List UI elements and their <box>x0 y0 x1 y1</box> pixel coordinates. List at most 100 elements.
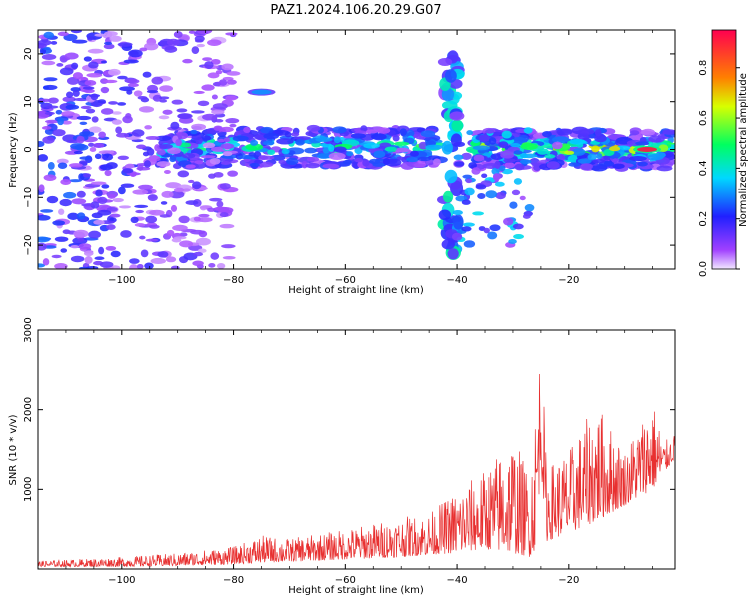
snr-x-tick-label: −60 <box>335 575 356 586</box>
spectrogram-cell <box>511 189 521 196</box>
spectrogram-cell <box>453 141 466 147</box>
spectrogram-cell <box>451 119 464 132</box>
spectrogram-cell <box>333 136 341 144</box>
spectrogram-cell <box>267 149 276 156</box>
spectrogram-cell <box>59 67 74 76</box>
spectrogram-cell <box>119 86 135 92</box>
spectrogram-cell <box>170 121 180 130</box>
spectrogram-cell <box>591 145 600 153</box>
spectrogram-cell <box>70 143 86 150</box>
spectrogram-cell <box>62 96 76 103</box>
spectrogram-cell <box>173 31 183 39</box>
spectrogram-cell <box>134 223 146 227</box>
spectrogram-cell <box>488 137 497 145</box>
spectrogram-cell <box>57 31 69 37</box>
spectrogram-cell <box>202 113 218 121</box>
spectrogram-cell <box>188 179 195 184</box>
spectrogram-cell <box>520 153 528 159</box>
spectrogram-cell <box>98 150 115 155</box>
spectrogram-cell <box>225 95 238 101</box>
spectrogram-cell <box>166 229 175 237</box>
spectrogram-cell <box>452 214 464 230</box>
spectrogram-cell <box>503 217 514 226</box>
spectrogram-cell <box>164 45 178 53</box>
spectrogram-cell <box>286 157 299 166</box>
spectrogram-cell <box>219 212 229 218</box>
spectrogram-cell <box>471 167 481 175</box>
spectrogram-x-tick-label: −60 <box>335 275 356 286</box>
spectrogram-cell <box>179 142 192 148</box>
spectrogram-cell <box>461 152 472 160</box>
spectrogram-cell <box>466 130 474 136</box>
spectrogram-cell <box>101 153 114 161</box>
spectrogram-cell <box>304 147 318 154</box>
spectrogram-cell <box>41 126 52 130</box>
spectrogram-cell <box>67 212 80 221</box>
spectrogram-cell <box>149 209 165 216</box>
spectrogram-cell <box>503 158 516 163</box>
spectrogram-cell <box>322 147 330 154</box>
spectrogram-cell <box>596 153 603 160</box>
spectrogram-cell <box>222 255 236 260</box>
spectrogram-cell <box>291 132 300 137</box>
spectrogram-cell <box>97 196 108 205</box>
spectrogram-cell <box>225 118 240 124</box>
spectrogram-cell <box>188 30 196 34</box>
spectrogram-cell <box>70 255 85 263</box>
spectrogram-y-tick-label: −10 <box>23 187 34 208</box>
spectrogram-cell <box>192 181 202 190</box>
spectrogram-cell <box>125 113 132 119</box>
colorbar-tick-label: 0.2 <box>698 211 709 227</box>
spectrogram-cell <box>382 158 390 165</box>
spectrogram-cell <box>200 155 216 159</box>
spectrogram-cell <box>137 164 144 171</box>
spectrogram-cell <box>73 229 89 238</box>
spectrogram-cell <box>138 184 153 190</box>
spectrogram-cell <box>454 161 465 167</box>
spectrogram-cell <box>144 262 154 269</box>
spectrogram-cell <box>77 237 85 242</box>
spectrogram-cell <box>432 158 441 166</box>
spectrogram-cell <box>219 126 234 133</box>
spectrogram-cell <box>485 129 495 134</box>
spectrogram-cell <box>249 162 260 168</box>
spectrogram-cell <box>115 126 123 134</box>
spectrogram-cell <box>80 105 92 110</box>
spectrogram-cell <box>60 178 72 186</box>
spectrogram-cell <box>137 96 148 100</box>
spectrogram-cell <box>281 148 290 155</box>
spectrogram-cell <box>105 162 118 169</box>
spectrogram-cell <box>144 42 159 51</box>
spectrogram-cell <box>131 139 144 143</box>
spectrogram-cell <box>662 129 675 135</box>
spectrogram-cell <box>117 75 128 80</box>
spectrogram-cell <box>38 39 52 46</box>
spectrogram-cell <box>159 143 173 149</box>
spectrogram-cell <box>551 136 570 144</box>
spectrogram-cell <box>155 135 172 141</box>
spectrogram-cell <box>509 201 518 209</box>
spectrogram-cell <box>54 236 69 242</box>
spectrogram-cell <box>165 182 182 189</box>
spectrogram-cell <box>472 145 491 151</box>
spectrogram-cell <box>68 179 82 183</box>
spectrogram-cell <box>41 53 57 60</box>
spectrogram-cell <box>164 169 171 175</box>
spectrogram-cell <box>122 168 134 174</box>
spectrogram-cell <box>577 128 595 135</box>
spectrogram-cell <box>462 222 475 227</box>
spectrogram-cell <box>166 38 180 46</box>
spectrogram-cell <box>42 136 55 144</box>
spectrogram-cell <box>90 93 99 101</box>
spectrogram-cell <box>193 216 201 222</box>
spectrogram-cell <box>362 159 370 167</box>
spectrogram-cell <box>523 127 533 134</box>
spectrogram-cell <box>437 57 453 67</box>
spectrogram-cell <box>194 39 204 43</box>
spectrogram-y-tick-label: 0 <box>23 146 34 152</box>
spectrogram-cell <box>152 94 162 102</box>
spectrogram-cell <box>140 249 149 258</box>
spectrogram-cell <box>172 224 188 231</box>
spectrogram-cell <box>38 236 50 243</box>
spectrogram-cell <box>211 109 225 115</box>
